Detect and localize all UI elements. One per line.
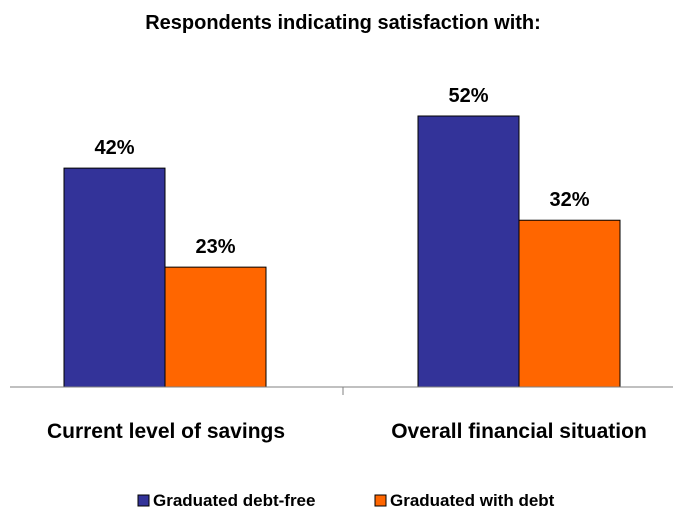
category-label-overall-financial: Overall financial situation	[391, 420, 647, 443]
bar-current-savings-with-debt	[164, 266, 267, 388]
bar-current-savings-debt-free	[63, 167, 166, 388]
chart-title: Respondents indicating satisfaction with…	[145, 12, 541, 34]
data-label-current-savings-with-debt: 23%	[195, 236, 235, 258]
legend-label-debt-free: Graduated debt-free	[153, 491, 315, 510]
data-labels-group: 42% 23% 52% 32%	[94, 85, 589, 258]
legend-swatch-with-debt	[374, 494, 387, 507]
legend-label-with-debt: Graduated with debt	[390, 491, 555, 510]
bar-overall-financial-debt-free	[417, 115, 520, 388]
data-label-current-savings-debt-free: 42%	[94, 137, 134, 159]
data-label-overall-financial-debt-free: 52%	[448, 85, 488, 107]
bars-group	[63, 115, 621, 388]
category-label-current-savings: Current level of savings	[47, 420, 285, 443]
bar-overall-financial-with-debt	[518, 219, 621, 388]
data-label-overall-financial-with-debt: 32%	[549, 189, 589, 211]
legend: Graduated debt-free Graduated with debt	[137, 491, 555, 510]
legend-swatch-debt-free	[137, 494, 150, 507]
